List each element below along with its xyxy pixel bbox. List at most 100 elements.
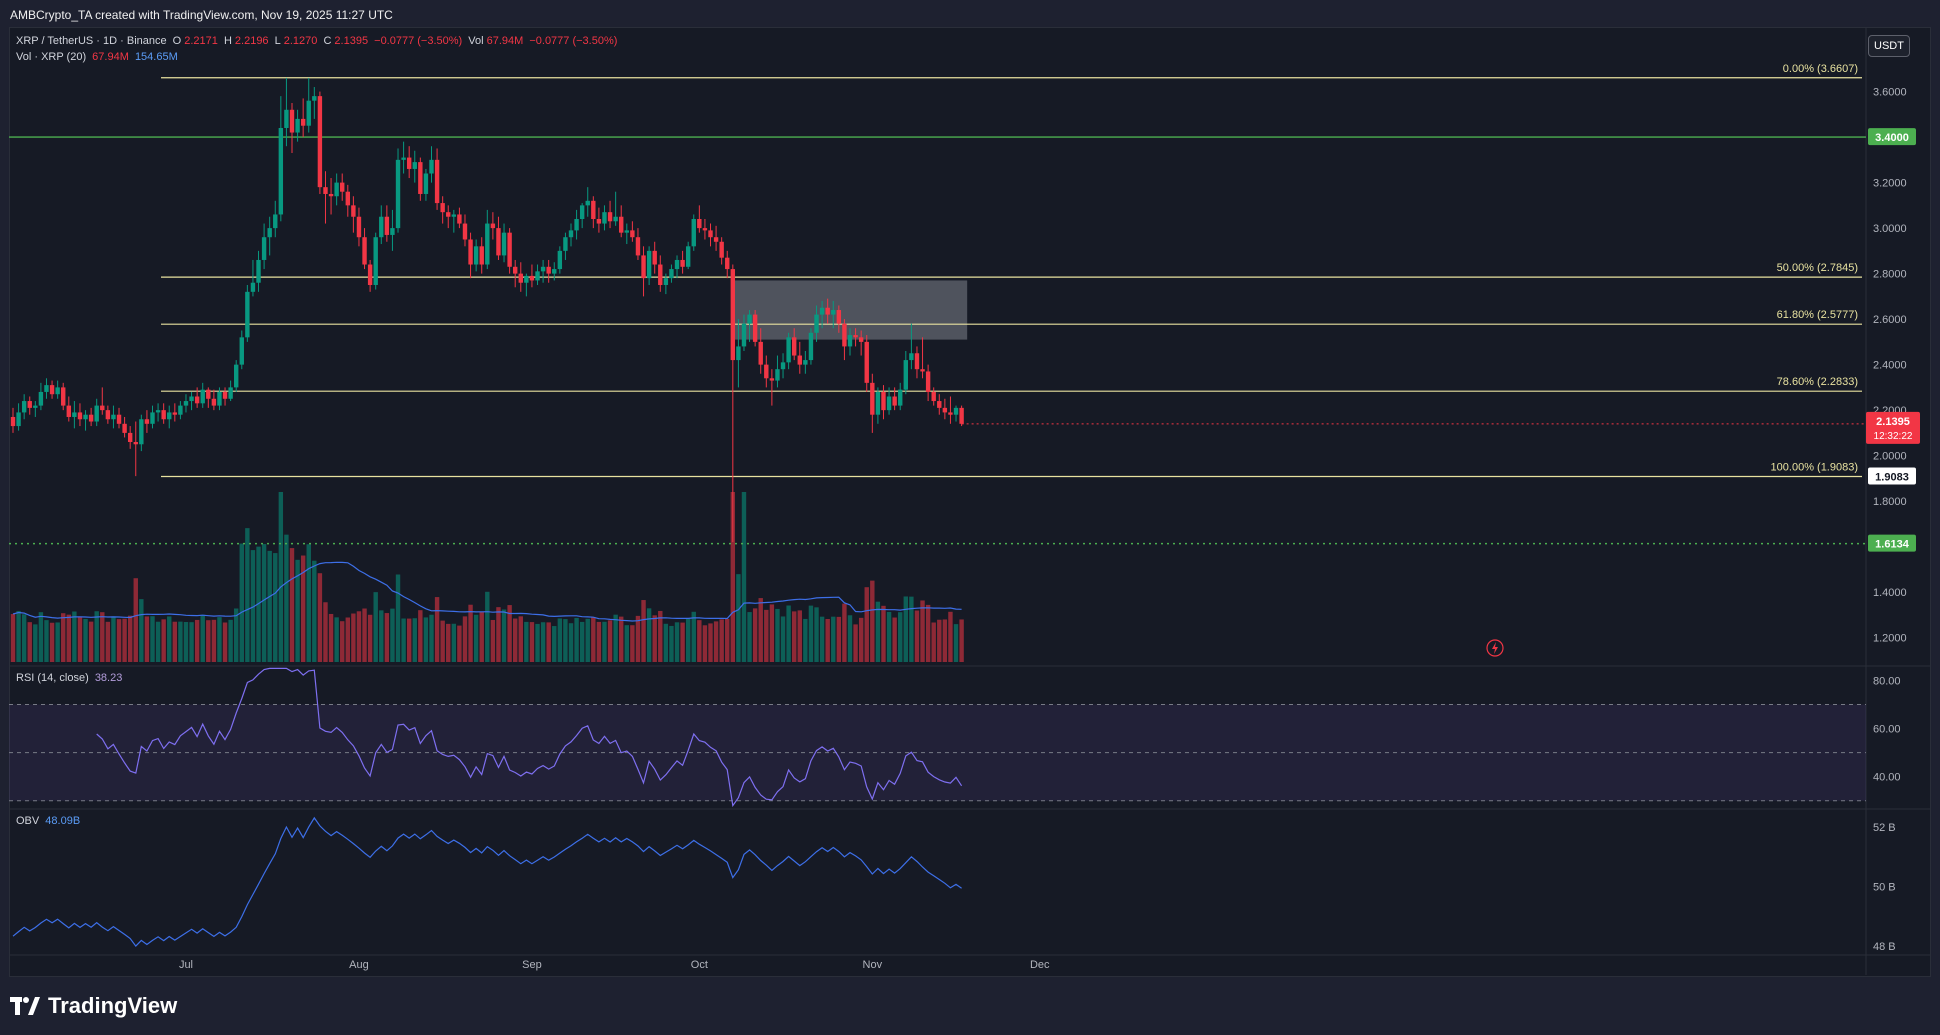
candle-body (635, 237, 641, 256)
volume-indicator-value: 67.94M (92, 51, 129, 63)
candle-body (870, 382, 875, 415)
volume-bar (206, 620, 211, 662)
candle-body (959, 407, 964, 424)
volume-bar (217, 617, 222, 662)
volume-bar (473, 614, 479, 662)
candle-body (250, 282, 256, 292)
candle-body (568, 230, 574, 238)
volume-bar (367, 614, 373, 662)
candle-body (725, 257, 730, 270)
candle-body (228, 387, 233, 399)
candle-body (300, 118, 306, 126)
candle-body (418, 162, 423, 194)
candle-body (842, 323, 847, 347)
volume-bar (423, 617, 429, 662)
candle-body (914, 353, 920, 370)
chart-frame[interactable] (9, 27, 1931, 977)
tradingview-logo[interactable]: TradingView (10, 993, 177, 1019)
volume-bar (591, 617, 596, 662)
obv-tick-label: 50 B (1873, 881, 1896, 893)
volume-bar (685, 618, 691, 662)
volume-bar (563, 619, 568, 662)
fib-level-label: 0.00% (3.6607) (1783, 63, 1858, 75)
rsi-header[interactable]: RSI (14, close) 38.23 (16, 672, 125, 684)
volume-bar (200, 614, 205, 662)
candle-body (557, 250, 563, 270)
price-tag-label: 3.4000 (1875, 132, 1909, 144)
volume-bar (942, 619, 948, 662)
tradingview-logo-icon (10, 997, 40, 1015)
volume-bar (345, 617, 350, 662)
candle-body (390, 228, 395, 235)
candle-body (49, 385, 55, 395)
time-tick-label: Aug (349, 959, 369, 971)
volume-bar (10, 614, 16, 662)
volume-bar (775, 608, 780, 662)
candle-body (278, 127, 284, 215)
price-tick-label: 1.4000 (1873, 587, 1907, 599)
obv-header[interactable]: OBV 48.09B (16, 815, 83, 827)
volume-bar (546, 622, 551, 662)
volume-bar (524, 621, 529, 662)
candle-body (462, 223, 468, 240)
candle-body (317, 96, 323, 188)
candle-body (485, 223, 490, 265)
candle-body (803, 360, 808, 365)
volume-bar (21, 614, 27, 662)
price-tick-label: 3.0000 (1873, 223, 1907, 235)
candle-body (88, 414, 94, 422)
candle-body (206, 389, 211, 399)
candle-body (239, 337, 244, 365)
candle-body (178, 405, 183, 415)
candle-body (446, 212, 451, 217)
volume-bar (842, 603, 847, 662)
volume-bar (914, 610, 920, 662)
volume-bar (127, 615, 133, 662)
volume-bar (652, 615, 657, 662)
candle-body (222, 391, 228, 399)
candle-body (780, 362, 786, 370)
candle-body (356, 216, 362, 238)
candle-body (641, 255, 646, 279)
candle-body (719, 241, 724, 258)
volume-bar (847, 615, 853, 662)
volume-bar (858, 617, 864, 662)
candle-body (401, 157, 406, 160)
volume-bar (607, 620, 613, 662)
volume-bar (920, 600, 925, 662)
candle-body (658, 264, 663, 285)
candle-body (234, 364, 239, 388)
volume-bar (752, 608, 758, 662)
volume-bar (485, 591, 490, 662)
candle-body (150, 412, 155, 424)
volume-indicator-header[interactable]: Vol · XRP (20) 67.94M 154.65M (16, 51, 181, 63)
volume-bar (351, 613, 356, 662)
candle-body (351, 205, 356, 217)
currency-button[interactable]: USDT (1868, 35, 1910, 57)
price-tick-label: 3.6000 (1873, 87, 1907, 99)
candle-body (267, 228, 272, 238)
high-label: H (223, 35, 232, 47)
volume-bar (401, 618, 406, 662)
volume-bar (702, 625, 708, 662)
volume-bar (250, 550, 256, 662)
volume-bar (122, 618, 127, 662)
volume-bar (167, 616, 172, 662)
volume-bar (658, 610, 663, 662)
volume-bar (797, 610, 802, 662)
vol-value: 67.94M (486, 35, 524, 47)
candle-body (674, 259, 680, 270)
volume-bar (144, 616, 150, 662)
volume-bar (211, 619, 217, 662)
volume-bar (300, 555, 306, 662)
candle-body (161, 410, 166, 420)
volume-bar (429, 614, 434, 662)
volume-bar (94, 611, 99, 662)
candle-body (819, 307, 825, 315)
candle-body (457, 214, 462, 224)
candle-body (736, 346, 741, 361)
symbol-name[interactable]: XRP / TetherUS · 1D · Binance (16, 35, 167, 47)
volume-bar (864, 587, 869, 662)
candle-body (423, 173, 429, 194)
